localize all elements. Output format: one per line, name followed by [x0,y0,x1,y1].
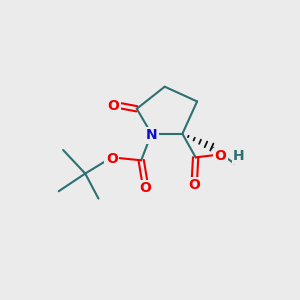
Text: O: O [188,178,200,192]
Text: N: N [146,128,157,142]
Text: O: O [106,152,118,166]
Text: O: O [215,149,226,163]
Text: O: O [140,181,152,195]
Text: H: H [233,149,245,163]
Text: O: O [107,99,119,113]
